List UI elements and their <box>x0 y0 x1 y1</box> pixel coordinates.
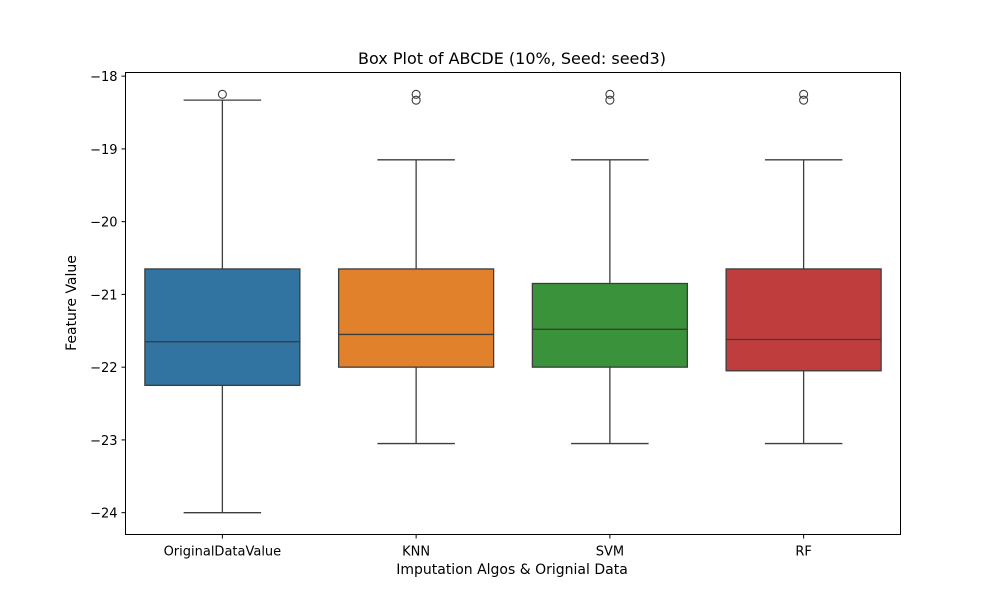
box-rf <box>725 268 882 372</box>
outlier-point <box>411 95 421 105</box>
x-tick-label: SVM <box>596 545 624 560</box>
outlier-point <box>799 95 809 105</box>
y-tick-label: −24 <box>90 507 117 522</box>
chart-title: Box Plot of ABCDE (10%, Seed: seed3) <box>358 49 666 68</box>
outlier-point <box>605 89 615 99</box>
y-tick-label: −22 <box>90 361 117 376</box>
box-originaldatavalue <box>144 268 301 387</box>
y-tick-label: −20 <box>90 216 117 231</box>
outlier-point <box>799 89 809 99</box>
x-tick-label: KNN <box>402 545 430 560</box>
plot-frame <box>125 72 901 535</box>
box-svm <box>531 282 689 368</box>
x-tick-label: RF <box>795 545 812 560</box>
y-tick-label: −18 <box>90 70 117 85</box>
y-tick-label: −19 <box>90 143 117 158</box>
y-tick-label: −23 <box>90 434 117 449</box>
x-tick-label: OriginalDataValue <box>164 545 282 560</box>
outlier-point <box>411 89 421 99</box>
y-tick-label: −21 <box>90 288 117 303</box>
outlier-point <box>217 89 227 99</box>
y-axis-label: Feature Value <box>64 255 80 351</box>
x-axis-label: Imputation Algos & Orignial Data <box>396 562 628 578</box>
box-knn <box>337 268 495 368</box>
outlier-point <box>605 95 615 105</box>
